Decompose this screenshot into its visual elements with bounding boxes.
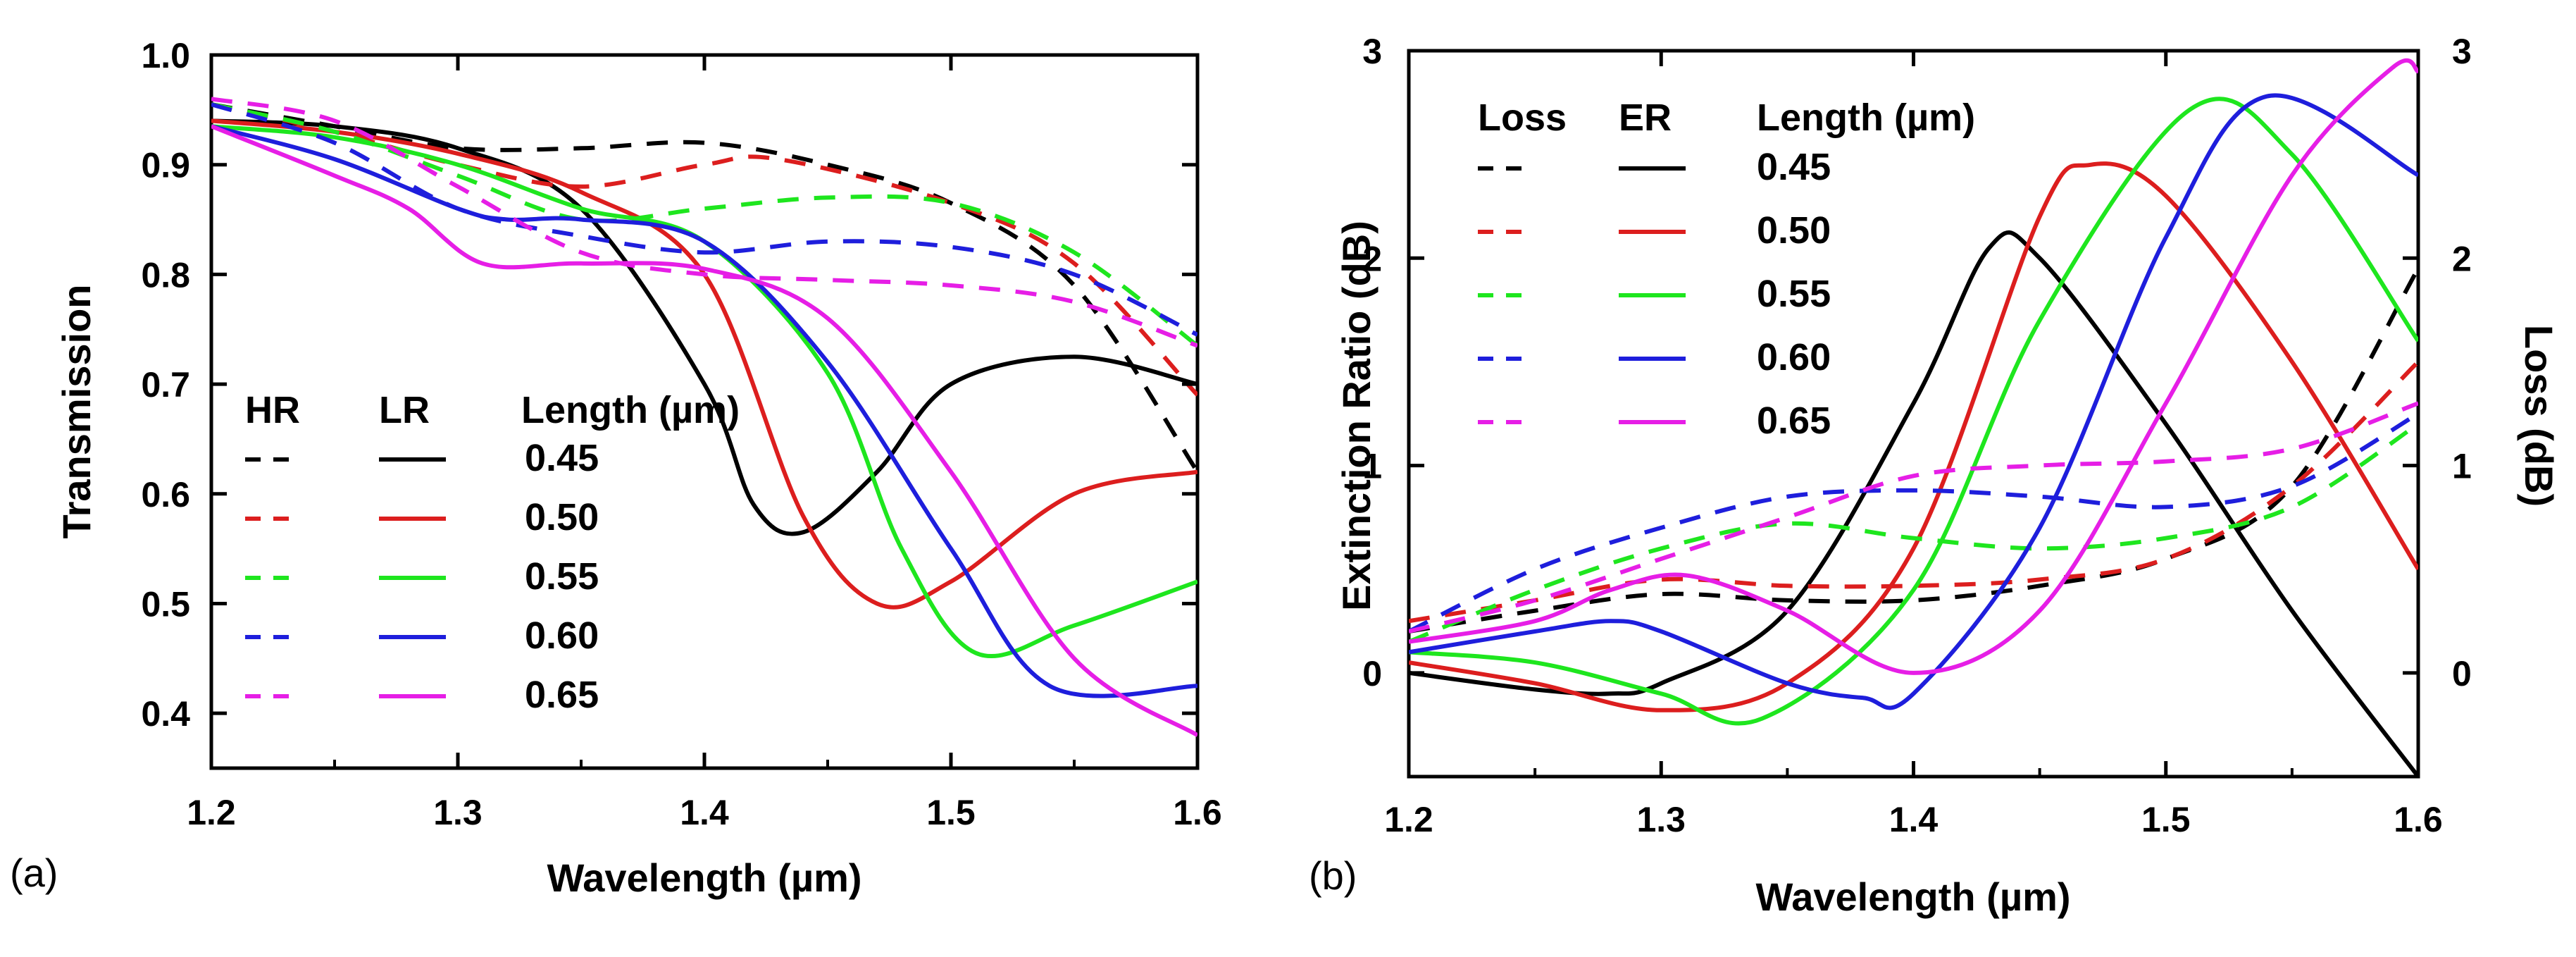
legend-entry-label: 0.65 (525, 674, 599, 716)
legend-entry-label: 0.50 (1757, 209, 1831, 252)
legend-entry-label: 0.60 (525, 615, 599, 657)
y-axis-title: Extinction Ratio (dB) (1334, 221, 1379, 611)
legend-rows: 0.45 0.50 0.55 0.60 0.65 (245, 437, 599, 716)
y-axis-title: Transmission (54, 284, 99, 538)
series-line-loss-0-45 (1409, 267, 2418, 634)
x-ticks: 1.2 1.3 1.4 1.5 1.6 (1384, 51, 2443, 839)
series-line-er-0-55 (1409, 97, 2418, 726)
legend-entry-label: 0.55 (1757, 273, 1831, 315)
y-tick-label-right: 2 (2452, 239, 2472, 278)
x-tick-label: 1.5 (2141, 800, 2191, 839)
x-axis-title: Wavelength (µm) (547, 856, 861, 900)
y-tick-label: 0.5 (141, 584, 190, 624)
y-tick-label: 1 (1362, 447, 1382, 486)
y-tick-label: 2 (1362, 239, 1382, 278)
y-tick-label: 0.7 (141, 365, 190, 405)
legend-header-hr: HR (245, 389, 300, 431)
series-line-er-0-65 (1409, 58, 2418, 675)
legend-entry-label: 0.65 (1757, 400, 1831, 442)
y-ticks: 0.4 0.5 0.6 0.7 0.8 0.9 1.0 (141, 36, 1197, 734)
legend: HR LR Length (µm) 0.45 0.50 0.55 0.60 0.65 (245, 389, 740, 716)
x-tick-label: 1.3 (433, 793, 483, 832)
legend-entry-label: 0.50 (525, 496, 599, 538)
y-axis-title-right: Loss (dB) (2517, 325, 2561, 507)
series-line-hr-0-55 (211, 102, 1197, 347)
y-tick-label: 0.6 (141, 475, 190, 514)
x-axis-title: Wavelength (µm) (1755, 875, 2070, 919)
legend-rows: 0.45 0.50 0.55 0.60 0.65 (1478, 146, 1831, 442)
series-line-er-0-50 (1409, 161, 2418, 712)
x-tick-label: 1.2 (1384, 800, 1433, 839)
x-tick-label: 1.4 (680, 793, 729, 832)
legend-header-length: Length (µm) (521, 389, 740, 431)
series-line-er-0-45 (1409, 230, 2418, 777)
legend-entry-label: 0.45 (525, 437, 599, 479)
data-curves (1409, 58, 2418, 777)
series-line-hr-0-45 (211, 102, 1197, 474)
series-line-lr-0-65 (211, 124, 1197, 737)
y-tick-label-right: 3 (2452, 32, 2472, 71)
x-tick-label: 1.3 (1636, 800, 1686, 839)
legend-header-loss: Loss (1478, 97, 1567, 139)
x-tick-label: 1.6 (1173, 793, 1222, 832)
y-tick-label: 0.8 (141, 255, 190, 295)
series-line-lr-0-50 (211, 118, 1197, 610)
legend-header-length: Length (µm) (1757, 97, 1975, 139)
series-line-lr-0-60 (211, 124, 1197, 698)
panel-label: (a) (10, 851, 58, 895)
y-ticks: 0 1 2 3 (1362, 32, 1424, 693)
panel-b: 1.2 1.3 1.4 1.5 1.6 0 1 2 3 0 1 2 3 Wavelength (µm… (1309, 32, 2561, 919)
y-tick-label: 0 (1362, 654, 1382, 693)
legend-entry-label: 0.60 (1757, 336, 1831, 378)
series-line-loss-0-55 (1409, 422, 2418, 644)
y-tick-label: 1.0 (141, 36, 190, 75)
series-line-loss-0-65 (1409, 401, 2418, 634)
series-line-er-0-60 (1409, 93, 2418, 710)
y-ticks-right: 0 1 2 3 (2403, 32, 2472, 693)
panel-label: (b) (1309, 853, 1357, 898)
data-curves (211, 97, 1197, 737)
series-line-hr-0-60 (211, 102, 1197, 337)
series-line-lr-0-45 (211, 118, 1197, 536)
legend-header-lr: LR (379, 389, 430, 431)
legend-entry-label: 0.55 (525, 555, 599, 598)
series-line-loss-0-60 (1409, 412, 2418, 634)
x-tick-label: 1.6 (2394, 800, 2443, 839)
panel-a: 1.2 1.3 1.4 1.5 1.6 0.4 0.5 0.6 0.7 0.8 0.9 1.0 Wa… (10, 36, 1222, 900)
legend-entry-label: 0.45 (1757, 146, 1831, 188)
x-tick-label: 1.2 (187, 793, 236, 832)
series-line-hr-0-65 (211, 97, 1197, 348)
x-tick-label: 1.5 (926, 793, 976, 832)
legend: Loss ER Length (µm) 0.45 0.50 0.55 0.60 0.65 (1478, 97, 1975, 442)
y-tick-label: 3 (1362, 32, 1382, 71)
y-tick-label: 0.4 (141, 694, 190, 734)
y-tick-label-right: 1 (2452, 447, 2472, 486)
x-ticks: 1.2 1.3 1.4 1.5 1.6 (187, 55, 1222, 832)
legend-header-er: ER (1619, 97, 1672, 139)
y-tick-label: 0.9 (141, 146, 190, 185)
y-tick-label-right: 0 (2452, 654, 2472, 693)
x-tick-label: 1.4 (1889, 800, 1939, 839)
